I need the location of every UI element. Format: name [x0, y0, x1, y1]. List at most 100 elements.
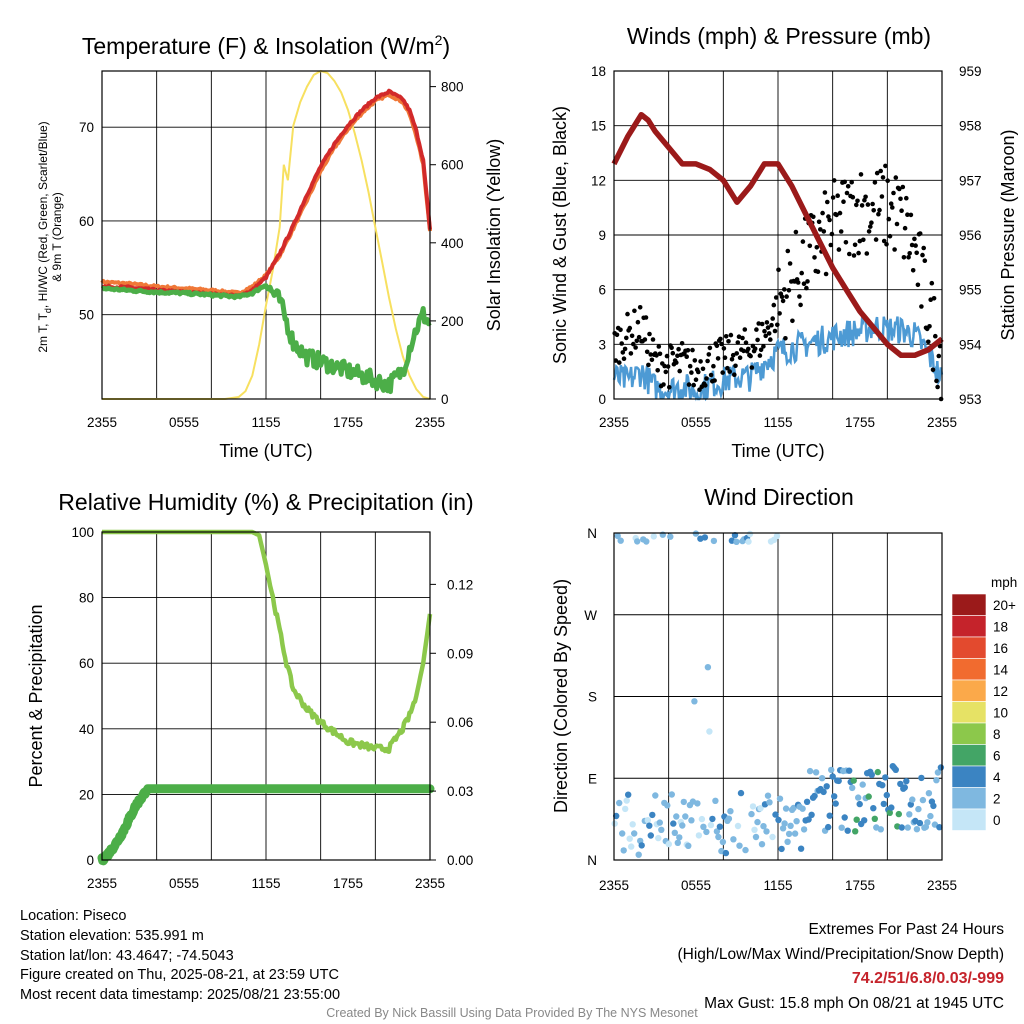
gust-point	[929, 280, 935, 286]
speed-legend-swatch	[951, 658, 987, 681]
direction-point	[646, 822, 653, 829]
gust-point	[679, 341, 685, 346]
direction-point	[787, 822, 794, 829]
gust-point	[704, 376, 709, 381]
gust-point	[758, 347, 764, 353]
direction-point	[673, 813, 680, 820]
direction-point	[799, 805, 806, 812]
gust-point	[843, 240, 849, 245]
gust-point	[725, 365, 730, 371]
winds-x-tick-label: 2355	[927, 415, 957, 430]
direction-point	[832, 800, 839, 807]
humidity-x-tick-label: 1755	[333, 876, 363, 891]
wind-direction-panel-title: Wind Direction	[704, 484, 854, 510]
direction-point	[784, 838, 791, 845]
direction-point	[688, 817, 695, 824]
direction-point	[623, 797, 630, 804]
gust-point	[897, 186, 902, 192]
speed-legend-label: 8	[993, 727, 1001, 742]
speed-legend-label: 20+	[993, 598, 1016, 613]
gust-point	[746, 346, 751, 352]
gust-point	[798, 302, 803, 308]
temperature-x-tick-label: 2355	[415, 415, 445, 430]
gust-point	[650, 337, 656, 342]
pressure-y-tick-label: 959	[959, 64, 982, 79]
gust-point	[851, 253, 857, 258]
direction-point	[634, 538, 641, 545]
gust-point	[662, 363, 667, 369]
wind-direction-plot-frame	[613, 532, 943, 861]
direction-point	[749, 803, 757, 810]
gust-point	[836, 247, 842, 252]
direction-point	[680, 798, 687, 806]
gust-point	[613, 358, 619, 363]
gust-point	[720, 370, 725, 375]
gust-point	[857, 238, 863, 244]
speed-legend-swatch	[951, 765, 987, 788]
gust-point	[805, 279, 810, 284]
direction-point	[775, 816, 782, 824]
gust-point	[730, 352, 736, 358]
insolation-y-axis-label: Solar Insolation (Yellow)	[484, 139, 504, 331]
winds-y-tick-label: 12	[591, 173, 606, 188]
gust-point	[856, 250, 861, 256]
gust-point	[814, 245, 820, 250]
gust-point	[775, 322, 780, 328]
winds-plot-frame	[613, 70, 943, 400]
direction-point	[715, 833, 722, 841]
direction-point	[846, 767, 853, 774]
recent-timestamp: Most recent data timestamp: 2025/08/21 2…	[20, 987, 341, 1004]
gust-point	[906, 254, 911, 260]
humidity-plot-frame	[101, 531, 431, 861]
temperature-x-tick-label: 0555	[169, 415, 199, 430]
direction-point	[909, 796, 916, 803]
direction-point	[918, 774, 925, 782]
direction-point	[629, 821, 636, 828]
insolation-y-tick-label: 800	[441, 80, 464, 95]
direction-point	[906, 811, 913, 818]
gust-point	[769, 322, 774, 328]
gust-point	[687, 363, 693, 369]
direction-point	[936, 824, 943, 831]
gust-point	[777, 311, 782, 316]
gust-point	[835, 193, 840, 198]
temperature-x-tick-label: 1155	[251, 415, 280, 430]
gust-point	[855, 198, 860, 204]
gust-point	[629, 333, 635, 339]
direction-point	[895, 810, 902, 818]
direction-point	[631, 830, 638, 837]
direction-point	[616, 799, 623, 807]
direction-point	[808, 811, 815, 818]
direction-x-tick-label: 1755	[845, 878, 875, 893]
gust-point	[898, 196, 903, 202]
gust-point	[831, 178, 837, 183]
gust-point	[852, 242, 858, 248]
gust-point	[937, 343, 943, 349]
gust-point	[900, 184, 906, 190]
direction-point	[793, 818, 800, 825]
pressure-y-tick-label: 957	[959, 173, 982, 188]
gust-point	[922, 258, 928, 264]
gust-point	[890, 205, 895, 210]
direction-point	[785, 830, 793, 838]
temperature-y-axis-label-line2: & 9m T (Orange)	[50, 192, 64, 282]
direction-point	[746, 530, 754, 538]
gust-point	[782, 287, 787, 292]
precipitation-line	[97, 784, 435, 866]
gust-point	[841, 199, 846, 204]
direction-point	[850, 777, 857, 784]
humidity-x-tick-label: 0555	[169, 876, 199, 891]
winds-x-tick-label: 2355	[599, 415, 629, 430]
gust-point	[891, 190, 896, 196]
gust-point	[670, 350, 676, 356]
gust-point	[663, 369, 669, 375]
gust-point	[854, 202, 859, 208]
gust-point	[649, 357, 655, 363]
direction-point	[805, 816, 812, 823]
gust-point	[869, 220, 874, 225]
extremes-subtitle: (High/Low/Max Wind/Precipitation/Snow De…	[677, 945, 1005, 963]
gust-point	[800, 239, 806, 244]
direction-point	[727, 808, 734, 815]
gust-point	[902, 225, 908, 231]
direction-point	[748, 810, 755, 818]
